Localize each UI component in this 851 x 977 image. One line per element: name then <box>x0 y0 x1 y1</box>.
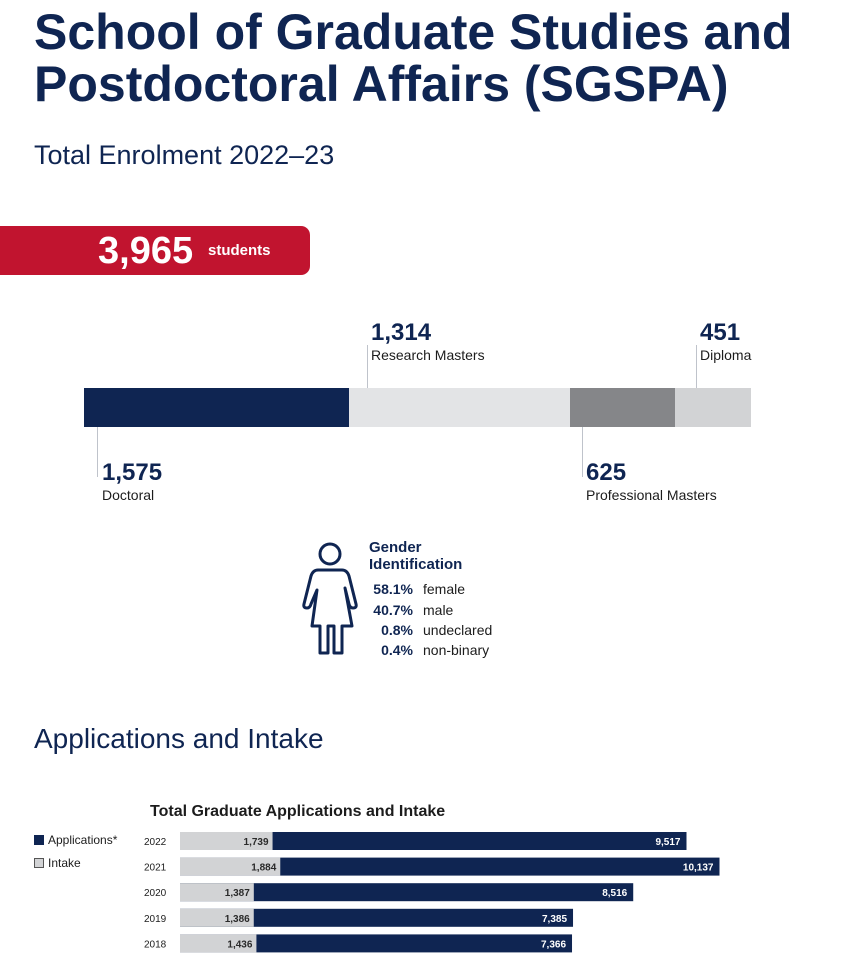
applications-chart: 2022 1,739 9,517 2021 1,884 10,137 2020 1,387 8,… <box>144 832 720 953</box>
gender-heading: Gender Identification <box>369 539 462 573</box>
leader-research-masters <box>367 345 368 388</box>
segment-research-masters <box>348 388 570 427</box>
legend-label-applications: Applications* <box>48 833 118 847</box>
leader-diploma <box>696 345 697 388</box>
bar-applications <box>180 857 720 876</box>
bar-applications <box>180 934 573 953</box>
year-tick-label: 2018 <box>144 939 167 950</box>
gender-row-non-binary: 0.4% non-binary <box>351 642 489 660</box>
professional-masters-value: 625 <box>586 459 627 486</box>
intake-data-label: 1,884 <box>251 863 276 874</box>
intake-data-label: 1,739 <box>244 837 269 848</box>
segment-doctoral <box>84 388 349 427</box>
bar-intake <box>180 883 254 902</box>
gender-pct: 58.1% <box>373 581 413 597</box>
research-masters-value: 1,314 <box>371 319 432 346</box>
bar-intake <box>180 934 257 953</box>
bar-intake <box>180 908 254 927</box>
applications-data-label: 7,385 <box>542 914 567 925</box>
year-tick-label: 2021 <box>144 863 167 874</box>
bar-applications <box>180 832 687 850</box>
professional-masters-label: Professional Masters <box>586 487 717 503</box>
gender-heading-line2: Identification <box>369 556 463 573</box>
legend-intake: Intake <box>34 856 81 870</box>
applications-data-label: 10,137 <box>683 863 714 874</box>
gender-pct: 0.4% <box>381 642 413 658</box>
gender-pct: 40.7% <box>373 602 413 618</box>
year-tick-label: 2019 <box>144 914 167 925</box>
bar-intake <box>180 832 273 850</box>
segment-diploma <box>675 388 751 427</box>
gender-pct: 0.8% <box>381 622 413 638</box>
chart-title: Total Graduate Applications and Intake <box>150 803 446 820</box>
bar-applications <box>180 908 574 927</box>
leader-doctoral <box>97 427 98 477</box>
gender-row-undeclared: 0.8% undeclared <box>351 622 492 640</box>
bar-applications <box>180 883 634 902</box>
gender-row-male: 40.7% male <box>351 602 453 620</box>
page-title: School of Graduate Studies and Postdocto… <box>34 4 793 112</box>
applications-data-label: 9,517 <box>655 837 680 848</box>
person-icon <box>302 542 358 655</box>
leader-professional-masters <box>582 427 583 477</box>
intake-data-label: 1,386 <box>225 914 250 925</box>
doctoral-label: Doctoral <box>102 487 155 503</box>
total-enrolment-unit: students <box>208 242 271 259</box>
applications-data-label: 7,366 <box>541 939 566 950</box>
gender-label: undeclared <box>423 622 493 638</box>
legend-swatch-intake <box>34 858 44 868</box>
total-enrolment-value: 3,965 <box>98 230 194 272</box>
gender-heading-line1: Gender <box>369 539 422 556</box>
gender-label: non-binary <box>423 642 490 658</box>
diploma-value: 451 <box>700 319 741 346</box>
year-tick-label: 2022 <box>144 837 167 848</box>
gender-label: female <box>423 581 466 597</box>
legend-applications: Applications* <box>34 833 117 847</box>
applications-data-label: 8,516 <box>602 888 627 899</box>
research-masters-label: Research Masters <box>371 347 485 363</box>
enrolment-heading: Total Enrolment 2022–23 <box>34 140 335 170</box>
doctoral-value: 1,575 <box>102 459 163 486</box>
segment-professional-masters <box>569 388 676 427</box>
gender-row-female: 58.1% female <box>351 581 465 599</box>
year-tick-label: 2020 <box>144 888 167 899</box>
legend-label-intake: Intake <box>48 856 81 870</box>
bar-intake <box>180 857 281 876</box>
intake-data-label: 1,387 <box>225 888 250 899</box>
gender-label: male <box>423 602 454 618</box>
diploma-label: Diploma <box>700 347 752 363</box>
total-enrolment-banner: 3,965 students <box>0 226 310 275</box>
intake-data-label: 1,436 <box>227 939 252 950</box>
applications-heading: Applications and Intake <box>34 723 324 754</box>
legend-swatch-applications <box>34 835 44 845</box>
